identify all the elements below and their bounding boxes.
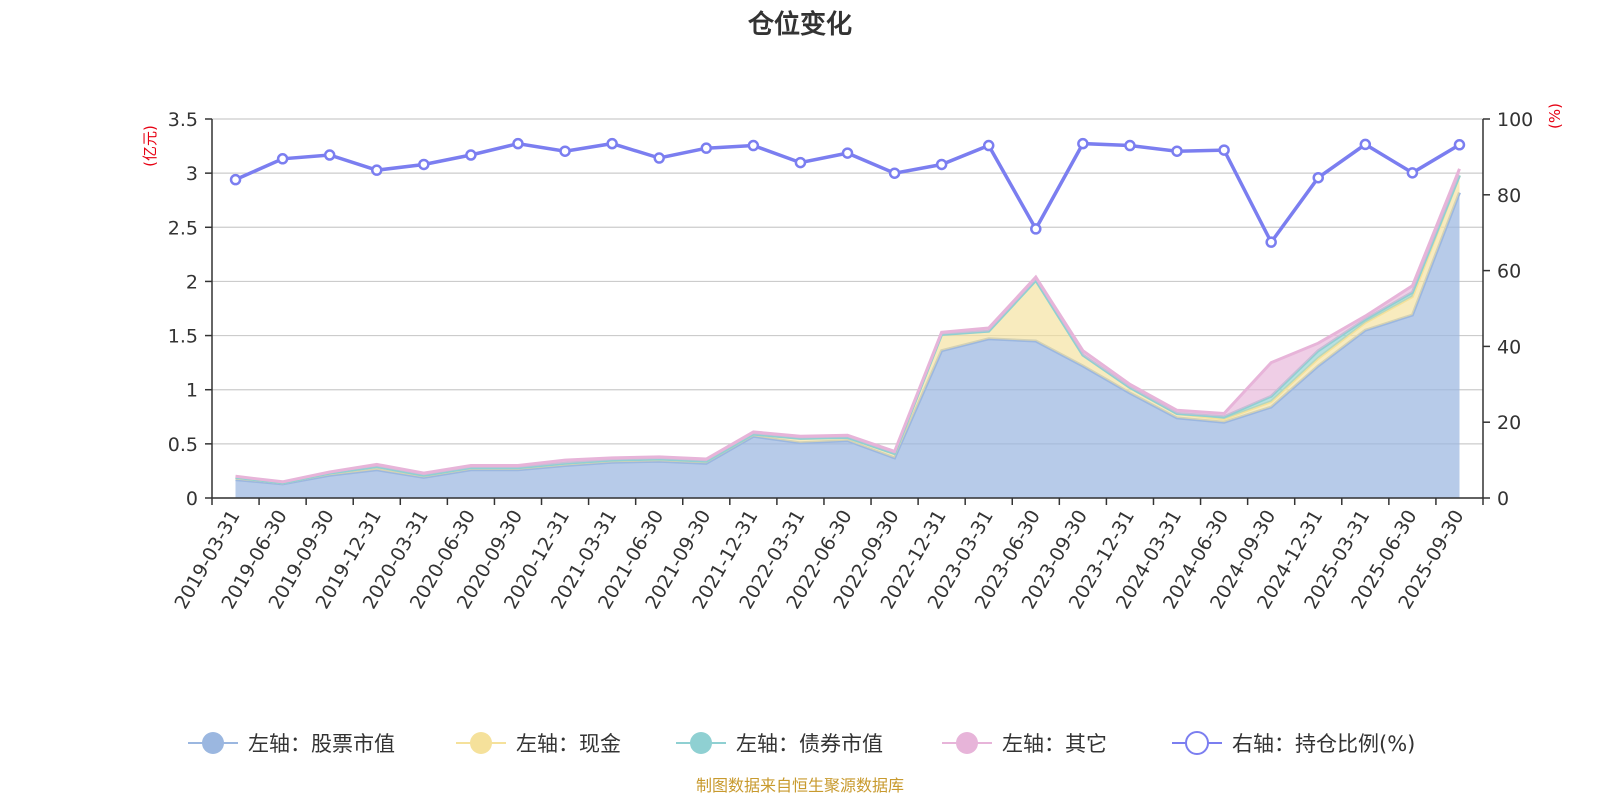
left-tick-label: 1.5 bbox=[168, 326, 198, 348]
legend-label-other: 左轴：其它 bbox=[1002, 732, 1107, 756]
footer-source: 制图数据来自恒生聚源数据库 bbox=[696, 776, 904, 795]
ratio-point-2021-06-30 bbox=[653, 152, 665, 164]
ratio-point-2019-06-30 bbox=[276, 153, 289, 165]
legend-item-cash[interactable]: 左轴：现金 bbox=[456, 732, 621, 756]
ratio-point-2022-12-31 bbox=[935, 158, 948, 171]
ratio-point-2024-03-31 bbox=[1171, 145, 1183, 157]
ratio-point-2019-12-31 bbox=[371, 164, 383, 176]
ratio-point-2022-09-30 bbox=[888, 167, 901, 179]
left-tick-label: 0 bbox=[186, 488, 198, 510]
legend-marker-ratio bbox=[1185, 731, 1209, 755]
left-tick-label: 3 bbox=[186, 163, 198, 185]
ratio-point-2024-12-31 bbox=[1312, 171, 1324, 184]
ratio-point-2020-03-31 bbox=[418, 158, 430, 171]
legend-item-bond[interactable]: 左轴：债券市值 bbox=[676, 732, 883, 756]
legend-item-stock[interactable]: 左轴：股票市值 bbox=[188, 732, 395, 756]
legend-label-stock: 左轴：股票市值 bbox=[248, 732, 395, 756]
legend-label-ratio: 右轴：持仓比例(%) bbox=[1232, 732, 1415, 756]
legend: 左轴：股票市值 左轴：现金 左轴：债券市值 左轴：其它 右轴：持仓比例(%) bbox=[188, 731, 1415, 756]
left-tick-label: 2.5 bbox=[168, 217, 198, 239]
legend-label-cash: 左轴：现金 bbox=[516, 732, 621, 756]
right-tick-label: 40 bbox=[1497, 336, 1521, 358]
legend-marker-cash bbox=[470, 732, 492, 754]
ratio-point-2019-09-30 bbox=[323, 149, 336, 161]
ratio-point-2019-03-31 bbox=[229, 173, 242, 186]
ratio-point-2025-09-30 bbox=[1453, 139, 1466, 151]
ratio-line-series bbox=[229, 137, 1466, 248]
legend-item-other[interactable]: 左轴：其它 bbox=[942, 732, 1107, 756]
legend-marker-bond bbox=[690, 732, 712, 754]
right-axis-unit: (%) bbox=[1546, 103, 1564, 129]
area-line-other bbox=[235, 168, 1461, 484]
grid-lines bbox=[212, 118, 1483, 499]
left-tick-label: 3.5 bbox=[168, 109, 198, 131]
ratio-point-2023-03-31 bbox=[982, 139, 995, 152]
ratio-point-2022-03-31 bbox=[794, 156, 807, 169]
left-tick-label: 1 bbox=[186, 380, 198, 402]
right-tick-label: 80 bbox=[1497, 185, 1521, 207]
ratio-point-2021-09-30 bbox=[700, 142, 713, 154]
right-tick-label: 100 bbox=[1497, 109, 1533, 131]
right-tick-label: 60 bbox=[1497, 261, 1521, 283]
chart-title: 仓位变化 bbox=[747, 9, 852, 40]
ratio-point-2020-12-31 bbox=[559, 145, 571, 157]
area-stock bbox=[235, 192, 1460, 498]
legend-marker-stock bbox=[202, 732, 224, 754]
ratio-point-2021-03-31 bbox=[606, 137, 618, 150]
left-axis-unit: (亿元) bbox=[141, 125, 159, 167]
ratio-point-2023-06-30 bbox=[1030, 223, 1042, 235]
left-tick-label: 2 bbox=[186, 271, 198, 293]
right-tick-label: 20 bbox=[1497, 412, 1521, 434]
ratio-point-2024-09-30 bbox=[1265, 236, 1277, 248]
left-tick-label: 0.5 bbox=[168, 434, 198, 456]
ratio-point-2023-12-31 bbox=[1124, 139, 1136, 152]
ratio-point-2020-09-30 bbox=[512, 137, 524, 150]
legend-item-ratio[interactable]: 右轴：持仓比例(%) bbox=[1172, 731, 1415, 756]
stacked-areas bbox=[235, 168, 1461, 498]
right-tick-label: 0 bbox=[1497, 488, 1509, 510]
ratio-point-2022-06-30 bbox=[841, 147, 854, 159]
legend-label-bond: 左轴：债券市值 bbox=[736, 732, 883, 756]
ratio-point-2025-06-30 bbox=[1406, 167, 1419, 179]
legend-marker-other bbox=[956, 732, 978, 754]
ratio-point-2021-12-31 bbox=[747, 139, 760, 152]
ratio-point-2020-06-30 bbox=[465, 149, 477, 161]
ratio-point-2023-09-30 bbox=[1077, 137, 1089, 150]
ratio-point-2024-06-30 bbox=[1218, 144, 1230, 156]
ratio-point-2025-03-31 bbox=[1359, 138, 1372, 151]
